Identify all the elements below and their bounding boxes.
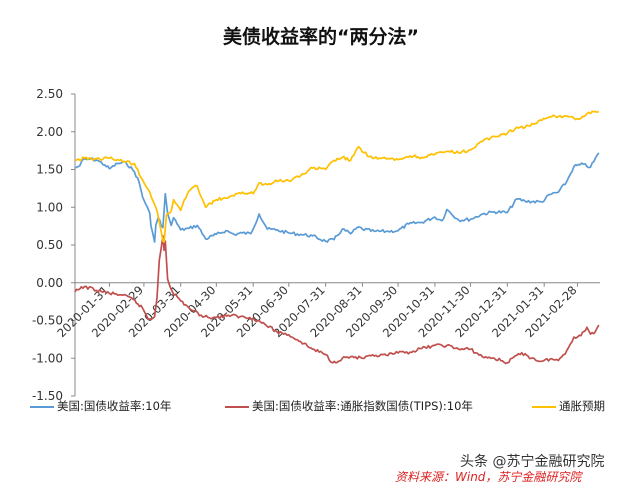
source-note: 资料来源：Wind，苏宁金融研究院 [395,470,582,484]
legend-label: 美国:国债收益率:通胀指数国债(TIPS):10年 [252,399,473,413]
y-tick-label: -1.50 [32,389,63,403]
chart-title: 美债收益率的“两分法” [223,26,419,48]
legend-swatch [30,405,54,408]
legend-label: 通胀预期 [559,399,605,413]
y-tick-label: 0.00 [36,276,63,290]
legend-swatch [532,405,556,408]
series-line-tips-yield [74,235,600,365]
y-tick-label: 0.50 [36,238,63,252]
series-line-nominal-yield [74,152,600,243]
y-tick-label: 2.00 [36,125,63,139]
legend-swatch [225,405,249,408]
y-tick-label: 1.50 [36,163,63,177]
y-tick-label: 1.00 [36,200,63,214]
legend-label: 美国:国债收益率:10年 [57,399,172,413]
legend-item-nominal: 美国:国债收益率:10年 [30,398,171,414]
watermark: 头条 @苏宁金融研究院 [460,454,605,470]
series-line-inflation-expectation [74,110,600,243]
y-tick-label: 2.50 [36,87,63,101]
y-tick-label: -1.00 [32,351,63,365]
legend: 美国:国债收益率:10年 美国:国债收益率:通胀指数国债(TIPS):10年 通… [30,398,640,416]
legend-item-inflation: 通胀预期 [532,398,605,414]
legend-item-tips: 美国:国债收益率:通胀指数国债(TIPS):10年 [225,398,473,414]
y-tick-label: -0.50 [32,314,63,328]
